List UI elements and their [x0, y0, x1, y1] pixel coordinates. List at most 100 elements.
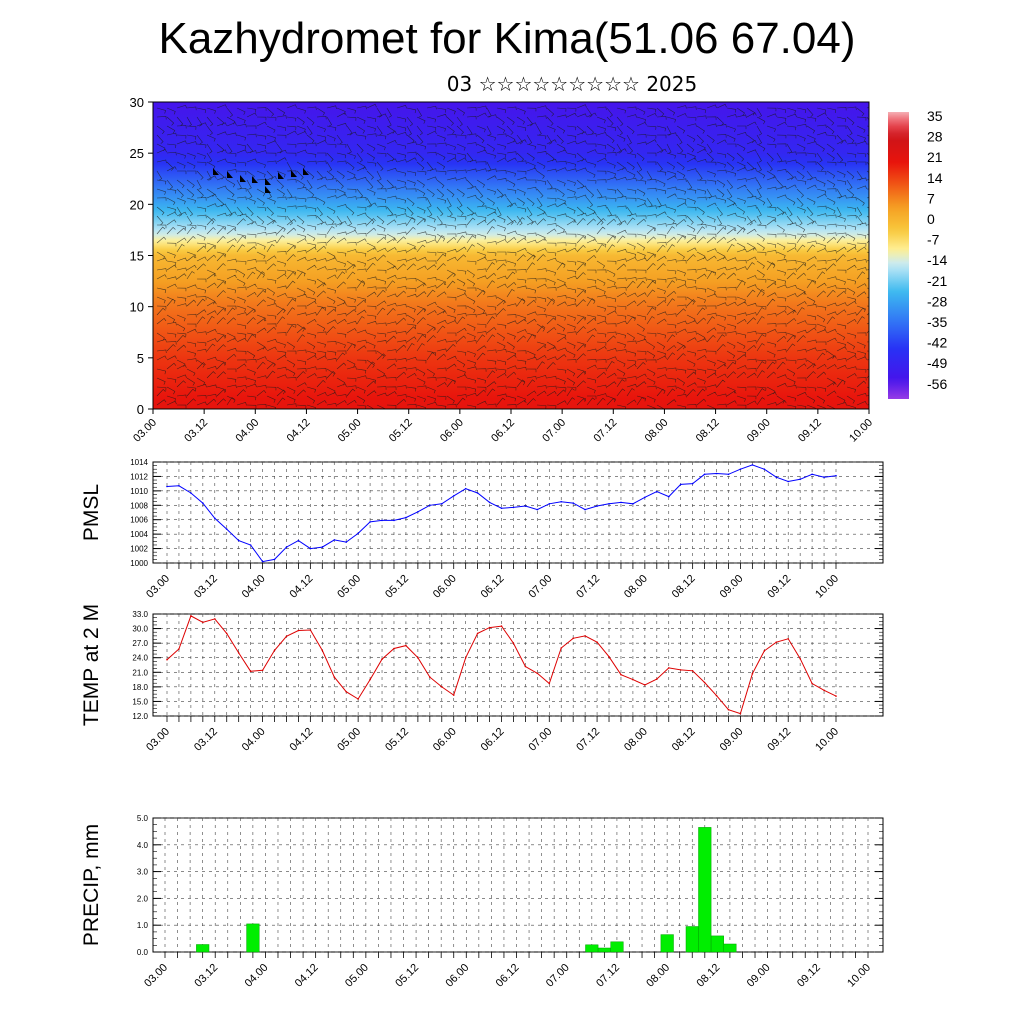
data-point: [273, 649, 276, 652]
data-point: [811, 473, 813, 476]
page-title: Kazhydromet for Kima(51.06 67.04): [158, 14, 856, 63]
colorbar-label: -21: [927, 273, 947, 289]
data-point: [679, 669, 682, 671]
data-point: [632, 503, 634, 505]
xtick-label: 10.00: [813, 573, 841, 601]
xtick-label: 04.12: [293, 962, 321, 990]
xtick-label: 03.00: [144, 726, 172, 754]
data-point: [237, 652, 240, 654]
ytick-label: 3.0: [137, 868, 149, 877]
data-point: [285, 546, 288, 548]
data-point: [703, 681, 706, 684]
ytick-label: 18.0: [132, 683, 148, 692]
colorbar-label: -14: [927, 252, 947, 268]
data-point: [620, 501, 622, 504]
data-point: [429, 676, 431, 678]
ytick-label: 15.0: [132, 697, 148, 706]
axis-label-y: PRECIP, mm: [80, 824, 103, 946]
heatmap-ytick-label: 0: [137, 402, 144, 417]
data-point: [524, 505, 527, 507]
axis-label-y: TEMP at 2 M: [80, 604, 103, 726]
heatmap-panel: 0 5 10 15 20 25 30 03.00 03.12 04.00 04.12 05.00 05.…: [130, 95, 876, 445]
colorbar-label: 14: [927, 170, 943, 186]
heatmap-ytick-label: 25: [130, 146, 144, 161]
precip-bar: [698, 827, 712, 953]
ytick-label: 1.0: [137, 921, 149, 930]
data-point: [476, 632, 479, 635]
ytick-label: 2.0: [137, 894, 149, 903]
xtick-label: 10.00: [813, 726, 841, 754]
data-point: [452, 694, 455, 696]
data-point: [190, 492, 192, 494]
data-point: [536, 508, 539, 511]
data-point: [656, 678, 658, 680]
data-point: [225, 528, 228, 530]
data-point: [429, 504, 431, 507]
data-point: [703, 473, 706, 476]
colorbar-label: 35: [927, 108, 943, 124]
xtick-label: 09.00: [718, 573, 746, 601]
precip-bar: [585, 944, 599, 953]
data-point: [417, 656, 419, 659]
data-point: [405, 644, 407, 647]
data-point: [476, 492, 479, 494]
heatmap-ytick-label: 10: [130, 300, 144, 315]
data-point: [309, 629, 312, 631]
data-point: [261, 669, 264, 672]
xtick-label: 04.00: [240, 573, 268, 601]
data-point: [369, 521, 371, 523]
data-point: [763, 650, 766, 652]
data-point: [596, 641, 598, 643]
xtick-label: 06.12: [479, 573, 507, 601]
data-point: [584, 508, 586, 511]
data-point: [333, 539, 336, 541]
panel-frame: [152, 817, 884, 953]
data-point: [560, 647, 562, 649]
axis-label-y: PMSL: [80, 484, 103, 541]
colorbar-label: 21: [927, 149, 943, 165]
ytick-label: 1008: [130, 501, 148, 510]
temp-panel: 12.0 15.0 18.0 21.0 24.0 27.0 30.0 33.0 03.00 03.…: [80, 604, 884, 754]
xtick-label: 06.12: [494, 962, 522, 990]
data-point: [584, 635, 586, 637]
heatmap-ytick-label: 30: [130, 95, 144, 110]
data-point: [775, 476, 778, 479]
data-point: [560, 500, 562, 503]
data-point: [357, 698, 359, 700]
xtick-label: 08.12: [670, 726, 698, 754]
wind-barb-lines: [156, 103, 869, 409]
wind-flag: [265, 178, 271, 185]
data-point: [835, 695, 837, 697]
data-point: [488, 626, 491, 629]
data-point: [787, 480, 789, 483]
data-point: [261, 560, 264, 563]
precip-bar: [723, 943, 737, 953]
xtick-label: 07.12: [574, 726, 602, 754]
heatmap-ytick-label: 20: [130, 197, 144, 212]
xtick-label: 03.00: [142, 962, 170, 990]
data-point: [620, 673, 622, 676]
wind-barbs: [156, 103, 869, 409]
heatmap-xtick-label: 07.00: [540, 417, 568, 445]
data-point: [309, 547, 312, 550]
xtick-label: 05.00: [343, 962, 371, 990]
data-point: [214, 618, 216, 620]
data-point: [500, 625, 503, 627]
data-point: [691, 670, 694, 672]
data-point: [225, 632, 228, 635]
xtick-label: 03.12: [192, 726, 220, 754]
xtick-label: 03.12: [192, 573, 220, 601]
data-point: [656, 490, 658, 493]
data-point: [178, 648, 180, 650]
ytick-label: 1010: [130, 487, 148, 496]
data-point: [787, 638, 789, 640]
wind-flag: [265, 186, 271, 193]
xtick-label: 08.00: [622, 726, 650, 754]
wind-flag: [252, 176, 258, 183]
data-point: [751, 464, 754, 466]
xtick-label: 06.12: [479, 726, 507, 754]
precip-bar: [597, 947, 611, 953]
data-point: [441, 686, 443, 688]
data-point: [417, 511, 419, 513]
data-point: [739, 468, 742, 471]
